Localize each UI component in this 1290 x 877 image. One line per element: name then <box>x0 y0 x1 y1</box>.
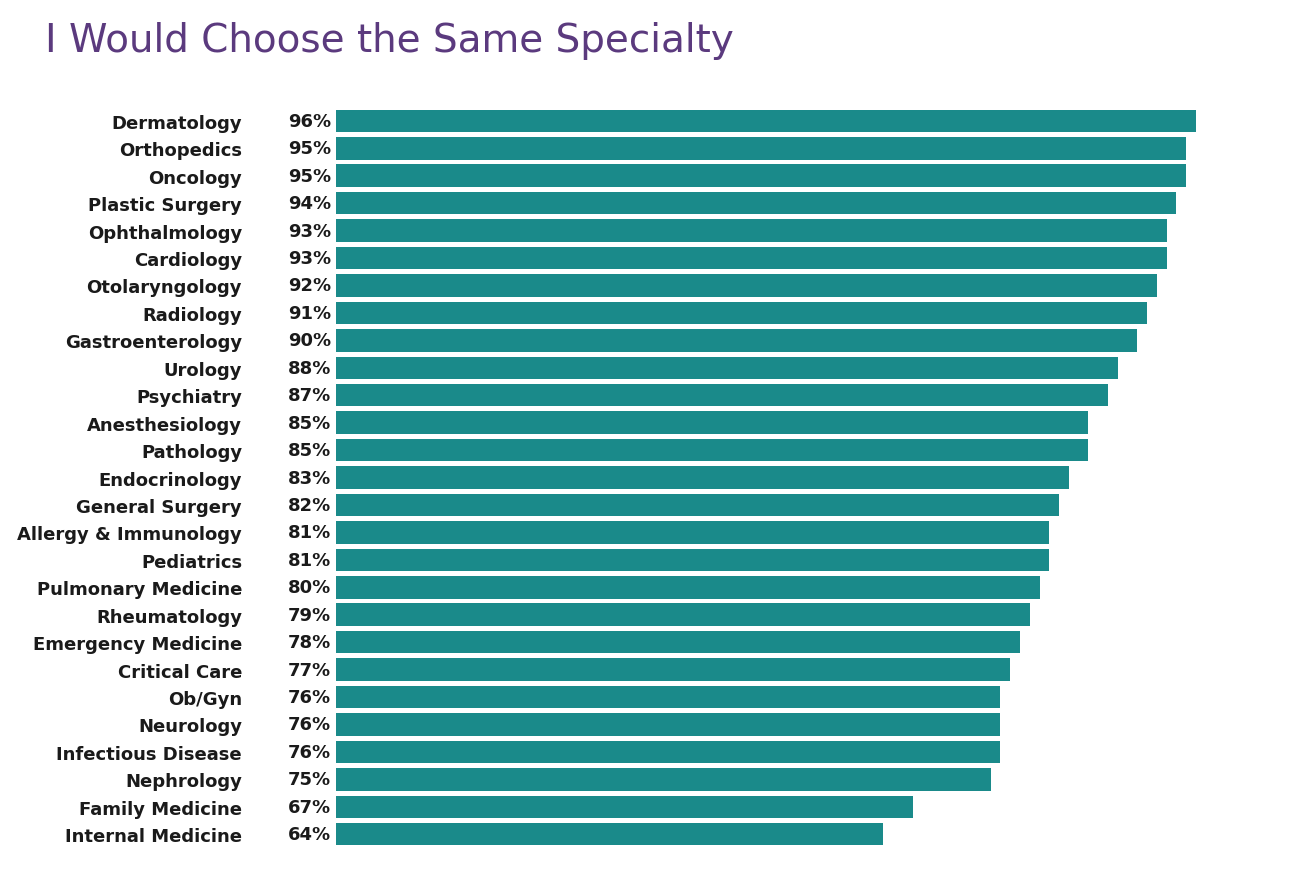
Bar <box>337 193 1176 215</box>
Text: 81%: 81% <box>288 524 332 542</box>
Bar <box>337 823 884 845</box>
Text: 79%: 79% <box>288 606 332 624</box>
Text: 76%: 76% <box>288 716 332 734</box>
Bar <box>337 275 1157 297</box>
Text: 67%: 67% <box>288 798 332 816</box>
Text: 94%: 94% <box>288 195 332 213</box>
Bar <box>337 795 912 818</box>
Bar <box>337 467 1069 489</box>
Bar <box>337 165 1186 188</box>
Bar <box>337 220 1166 243</box>
Text: 93%: 93% <box>288 250 332 267</box>
Text: 93%: 93% <box>288 222 332 240</box>
Text: 64%: 64% <box>288 825 332 844</box>
Bar <box>337 111 1196 133</box>
Bar <box>337 439 1089 462</box>
Bar <box>337 384 1108 407</box>
Text: 76%: 76% <box>288 743 332 761</box>
Bar <box>337 412 1089 434</box>
Text: 87%: 87% <box>288 387 332 405</box>
Text: 76%: 76% <box>288 688 332 706</box>
Bar <box>337 576 1040 599</box>
Text: 85%: 85% <box>288 441 332 460</box>
Text: I Would Choose the Same Specialty: I Would Choose the Same Specialty <box>45 22 734 60</box>
Text: 83%: 83% <box>288 469 332 487</box>
Bar <box>337 494 1059 517</box>
Bar <box>337 303 1147 324</box>
Bar <box>337 768 991 791</box>
Text: 80%: 80% <box>288 579 332 596</box>
Bar <box>337 549 1049 572</box>
Bar <box>337 138 1186 160</box>
Bar <box>337 522 1049 544</box>
Bar <box>337 603 1029 626</box>
Text: 82%: 82% <box>288 496 332 515</box>
Bar <box>337 741 1001 763</box>
Bar <box>337 247 1166 270</box>
Text: 95%: 95% <box>288 168 332 186</box>
Text: 88%: 88% <box>288 360 332 377</box>
Text: 90%: 90% <box>288 332 332 350</box>
Bar <box>337 357 1117 380</box>
Text: 92%: 92% <box>288 277 332 296</box>
Text: 78%: 78% <box>288 633 332 652</box>
Bar <box>337 686 1001 709</box>
Text: 77%: 77% <box>288 660 332 679</box>
Text: 81%: 81% <box>288 551 332 569</box>
Text: 91%: 91% <box>288 304 332 323</box>
Text: 85%: 85% <box>288 414 332 432</box>
Text: 96%: 96% <box>288 112 332 131</box>
Text: 95%: 95% <box>288 140 332 158</box>
Bar <box>337 631 1020 653</box>
Bar <box>337 713 1001 736</box>
Text: 75%: 75% <box>288 770 332 788</box>
Bar <box>337 659 1010 681</box>
Bar <box>337 330 1138 353</box>
